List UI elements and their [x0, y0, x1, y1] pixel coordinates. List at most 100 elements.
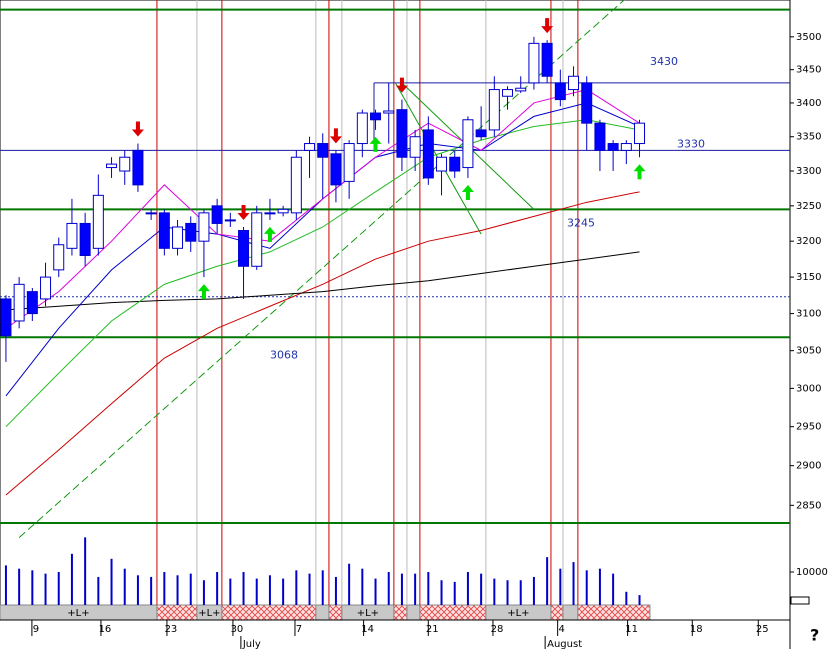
- buy-arrow: [369, 136, 382, 152]
- candle-body: [370, 112, 382, 121]
- help-mark[interactable]: ?: [810, 626, 819, 645]
- candle-body: [40, 276, 52, 300]
- candle-body: [422, 129, 434, 179]
- candle-body: [356, 112, 368, 145]
- sell-arrow: [541, 18, 554, 34]
- candle-body: [132, 149, 144, 186]
- candle-body: [449, 156, 461, 172]
- candle-body: [290, 156, 302, 214]
- y-tick-label: 3200: [796, 236, 821, 247]
- candle-body: [185, 222, 197, 242]
- candle-body: [145, 212, 157, 215]
- candle-body: [383, 110, 395, 114]
- regime-band: [156, 604, 198, 621]
- x-tick-label: 11: [625, 624, 638, 635]
- level-label: 3245: [567, 216, 595, 229]
- candle-body: [436, 156, 448, 172]
- candle-body: [304, 143, 316, 151]
- candle-body: [79, 222, 91, 256]
- regime-band: [419, 604, 487, 621]
- candle-body: [620, 143, 632, 151]
- band-label: +L+: [357, 608, 379, 619]
- moving-average: [5, 119, 640, 428]
- x-tick-label: 14: [361, 624, 374, 635]
- x-tick-label: 23: [165, 624, 178, 635]
- regime-band: [221, 604, 317, 621]
- band-label: +L+: [507, 608, 529, 619]
- y-tick-label: 3300: [796, 166, 821, 177]
- candle-body: [119, 156, 131, 172]
- y-tick-label: 3350: [796, 132, 821, 143]
- candle-body: [26, 291, 38, 315]
- volume-tick-label: 10000: [796, 567, 828, 578]
- candle-body: [528, 42, 540, 84]
- x-tick-label: 9: [33, 624, 39, 635]
- band-label: +L+: [198, 608, 220, 619]
- candle-body: [330, 153, 342, 186]
- candle-body: [106, 163, 118, 169]
- buy-arrow: [197, 284, 210, 300]
- candle-body: [53, 244, 65, 271]
- candle-body: [515, 87, 527, 92]
- y-tick-label: 3100: [796, 309, 821, 320]
- regime-band: [406, 604, 421, 621]
- plot-frame: [0, 0, 791, 621]
- regime-band: [577, 604, 651, 621]
- buy-arrow: [461, 184, 474, 200]
- y-tick-label: 3500: [796, 32, 821, 43]
- sell-arrow: [131, 121, 144, 137]
- regime-band: [393, 604, 408, 621]
- y-tick-label: 2950: [796, 422, 821, 433]
- candle-body: [634, 122, 646, 145]
- x-tick-label: 21: [426, 624, 439, 635]
- candle-body: [13, 283, 25, 322]
- regime-band: [315, 604, 330, 621]
- y-tick-label: 3450: [796, 65, 821, 76]
- candle-body: [462, 119, 474, 169]
- candle-body: [66, 222, 78, 249]
- candle-body: [92, 194, 104, 249]
- candle-body: [475, 129, 487, 138]
- candle-body: [343, 143, 355, 182]
- level-label: 3068: [270, 348, 298, 361]
- month-label: August: [547, 639, 582, 649]
- candle-body: [224, 219, 236, 222]
- y-tick-label: 3050: [796, 346, 821, 357]
- candle-body: [198, 212, 210, 242]
- scroll-box: [790, 596, 810, 605]
- buy-arrow: [263, 226, 276, 242]
- candle-body: [264, 212, 276, 215]
- y-tick-label: 2850: [796, 500, 821, 511]
- y-tick-label: 3000: [796, 383, 821, 394]
- y-tick-label: 2900: [796, 461, 821, 472]
- candle-body: [277, 208, 289, 214]
- candle-body: [0, 298, 12, 337]
- y-tick-label: 3250: [796, 201, 821, 212]
- candle-body: [238, 230, 250, 267]
- candle-body: [251, 212, 263, 267]
- x-tick-label: 28: [491, 624, 504, 635]
- x-tick-label: 16: [99, 624, 112, 635]
- candle-body: [488, 89, 500, 131]
- candle-body: [554, 82, 566, 101]
- candle-body: [607, 143, 619, 151]
- month-label: July: [242, 639, 261, 649]
- candle-body: [396, 109, 408, 158]
- x-tick-label: 7: [296, 624, 302, 635]
- x-tick-label: 18: [690, 624, 703, 635]
- candle-body: [594, 122, 606, 151]
- x-tick-label: 4: [558, 624, 564, 635]
- candle-body: [211, 205, 223, 224]
- regime-band: [550, 604, 564, 621]
- level-label: 3330: [677, 137, 705, 150]
- sell-arrow: [237, 204, 250, 220]
- candle-body: [409, 136, 421, 158]
- level-label: 3430: [650, 55, 678, 68]
- band-label: +L+: [67, 608, 89, 619]
- candle-body: [317, 143, 329, 158]
- x-tick-label: 25: [756, 624, 769, 635]
- moving-average: [5, 191, 640, 496]
- x-tick-label: 30: [231, 624, 244, 635]
- sell-arrow: [395, 77, 408, 93]
